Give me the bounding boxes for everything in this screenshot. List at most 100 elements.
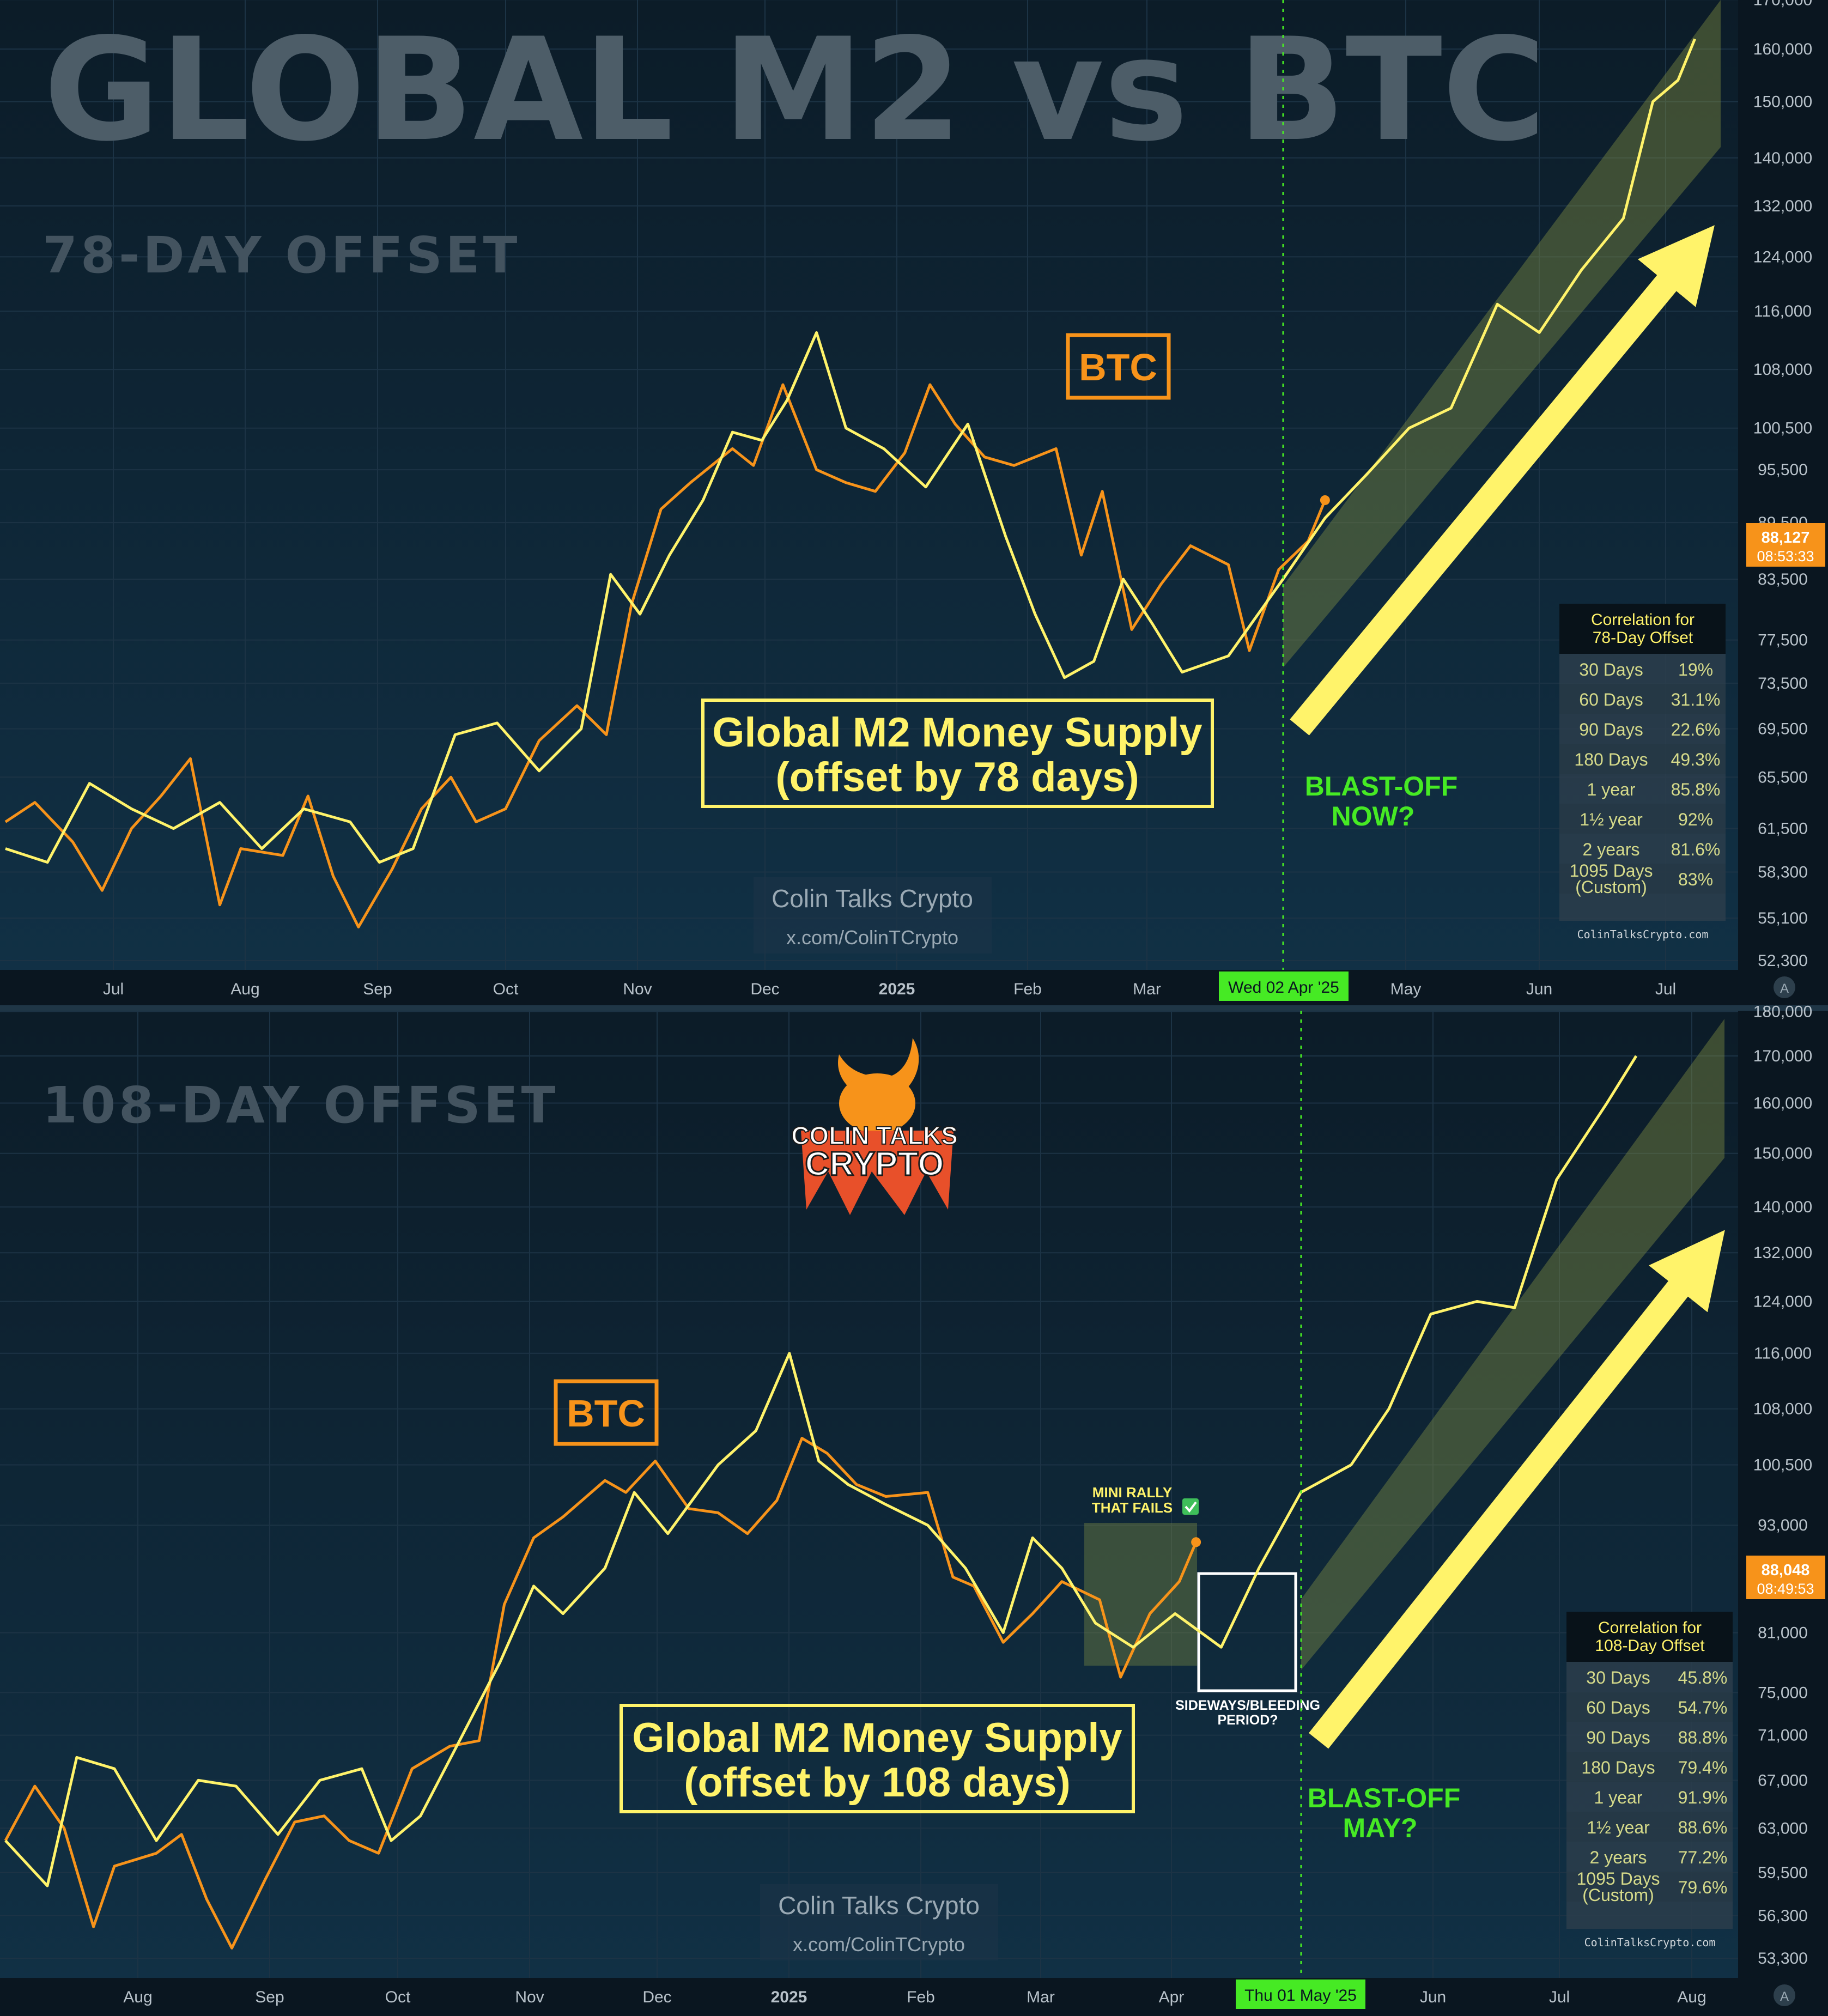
grid-108: [0, 1011, 1738, 1978]
correlation-table-108: Correlation for 108-Day Offset 30 Days 45…: [1566, 1612, 1733, 1949]
y-tick-label: 170,000: [1753, 1047, 1812, 1065]
svg-text:CRYPTO: CRYPTO: [805, 1145, 944, 1183]
y-tick-label: 140,000: [1753, 149, 1812, 167]
x-tick-label: Mar: [1133, 980, 1161, 998]
y-tick-label: 56,300: [1758, 1907, 1808, 1925]
y-tick-label: 140,000: [1753, 1198, 1812, 1216]
x-tick-label: Feb: [1013, 980, 1042, 998]
svg-text:BTC: BTC: [1079, 346, 1157, 388]
mini-rally-line2: THAT FAILS: [1092, 1499, 1173, 1516]
arrow-78: [1290, 225, 1715, 736]
corr-value: 45.8%: [1678, 1668, 1728, 1687]
y-tick-label: 150,000: [1753, 93, 1812, 111]
corr-period: 1½ year: [1587, 1818, 1650, 1837]
corr-value: 88.8%: [1678, 1728, 1728, 1747]
y-tick-label: 116,000: [1754, 302, 1812, 320]
y-tick-label: 108,000: [1753, 361, 1812, 379]
corr-value: 81.6%: [1671, 840, 1721, 859]
x-tick-label: Jun: [1420, 1988, 1446, 2006]
y-tick-label: 170,000: [1753, 0, 1812, 9]
corr-period: 60 Days: [1579, 690, 1643, 709]
corr-period: 60 Days: [1586, 1698, 1650, 1717]
svg-text:08:49:53: 08:49:53: [1757, 1581, 1814, 1597]
svg-text:Thu 01 May '25: Thu 01 May '25: [1244, 1987, 1357, 2005]
svg-text:08:53:33: 08:53:33: [1757, 548, 1814, 564]
y-tick-label: 71,000: [1758, 1727, 1808, 1745]
corr-period: 30 Days: [1579, 660, 1643, 679]
y-tick-label: 160,000: [1753, 40, 1812, 58]
corr-value: 91.9%: [1678, 1788, 1728, 1807]
y-tick-label: 100,500: [1753, 1456, 1812, 1474]
y-axis-108: [1738, 1011, 1828, 2016]
svg-text:ColinTalksCrypto.com: ColinTalksCrypto.com: [1577, 928, 1709, 941]
corr-period: 30 Days: [1586, 1668, 1650, 1687]
corr-value: 54.7%: [1678, 1698, 1728, 1717]
svg-text:(offset by 78 days): (offset by 78 days): [775, 754, 1139, 800]
svg-text:108-Day Offset: 108-Day Offset: [1595, 1637, 1705, 1655]
corr-value: 77.2%: [1678, 1848, 1728, 1867]
price-tag-108: 88,048 08:49:53: [1746, 1556, 1825, 1599]
x-tick-label: Jun: [1526, 980, 1552, 998]
btc-last-point: [1320, 495, 1330, 505]
y-tick-label: 73,500: [1758, 675, 1808, 693]
svg-text:Wed 02 Apr '25: Wed 02 Apr '25: [1228, 979, 1339, 997]
auto-scale-icon-78[interactable]: A: [1774, 976, 1795, 998]
y-tick-label: 132,000: [1753, 1244, 1812, 1262]
x-tick-label: Mar: [1027, 1988, 1055, 2006]
y-tick-label: 95,500: [1758, 461, 1808, 479]
corr-value: 31.1%: [1671, 690, 1721, 709]
x-tick-label: 2025: [879, 980, 915, 998]
svg-text:Correlation for: Correlation for: [1598, 1619, 1702, 1637]
y-axis-78: [1738, 0, 1828, 1005]
x-tick-label: 2025: [771, 1988, 807, 2006]
corr-period: 1095 Days: [1570, 861, 1653, 881]
corr-value: 83%: [1678, 870, 1713, 889]
corr-period: 180 Days: [1574, 750, 1648, 769]
svg-text:ColinTalksCrypto.com: ColinTalksCrypto.com: [1584, 1936, 1716, 1949]
svg-text:BTC: BTC: [567, 1392, 645, 1435]
svg-text:x.com/ColinTCrypto: x.com/ColinTCrypto: [793, 1933, 965, 1956]
blast-off-108-line2: MAY?: [1343, 1813, 1417, 1843]
corr-value: 92%: [1678, 810, 1713, 829]
x-tick-label: Nov: [623, 980, 652, 998]
corr-value: 79.6%: [1678, 1878, 1728, 1897]
m2-label-78: Global M2 Money Supply (offset by 78 day…: [701, 699, 1214, 808]
y-tick-label: 180,000: [1753, 1003, 1812, 1021]
svg-text:A: A: [1780, 1989, 1789, 2004]
offset-label-78: 78-DAY OFFSET: [42, 226, 520, 284]
y-tick-label: 69,500: [1758, 720, 1808, 738]
auto-scale-icon-108[interactable]: A: [1774, 1984, 1795, 2006]
svg-text:x.com/ColinTCrypto: x.com/ColinTCrypto: [786, 926, 958, 949]
corr-period: 1 year: [1594, 1788, 1643, 1807]
x-tick-label: Jul: [1655, 980, 1676, 998]
svg-text:Colin Talks Crypto: Colin Talks Crypto: [778, 1891, 980, 1920]
y-tick-label: 52,300: [1758, 952, 1808, 970]
y-tick-label: 124,000: [1753, 248, 1812, 266]
x-tick-label: Oct: [385, 1988, 411, 2006]
x-tick-label: Sep: [363, 980, 392, 998]
svg-text:Correlation for: Correlation for: [1591, 611, 1695, 629]
corr-value: 79.4%: [1678, 1758, 1728, 1777]
btc-label-78: BTC: [1066, 333, 1171, 400]
panel-108-day: 108-DAY OFFSET COLIN TALKS CRYPTO MINI R…: [0, 1003, 1828, 2016]
sideways-line2: PERIOD?: [1217, 1713, 1278, 1728]
grid-78: [0, 0, 1738, 970]
date-marker-108: Thu 01 May '25: [1236, 1979, 1365, 2009]
x-tick-label: Nov: [515, 1988, 544, 2006]
uptrend-channel-108: [1301, 1019, 1724, 1670]
date-marker-78: Wed 02 Apr '25: [1219, 971, 1349, 1001]
uptrend-channel-78: [1283, 0, 1721, 667]
corr-period: 180 Days: [1581, 1758, 1655, 1777]
m2-label-108: Global M2 Money Supply (offset by 108 da…: [620, 1704, 1135, 1813]
colin-talks-crypto-logo: COLIN TALKS CRYPTO: [791, 1038, 958, 1215]
panel-divider: [0, 1005, 1828, 1011]
y-tick-label: 81,000: [1758, 1624, 1808, 1642]
svg-text:Global M2 Money Supply: Global M2 Money Supply: [712, 709, 1202, 756]
y-tick-label: 160,000: [1753, 1095, 1812, 1113]
mini-rally-zone: [1084, 1523, 1197, 1666]
corr-period: 1095 Days: [1577, 1869, 1660, 1889]
svg-text:COLIN TALKS: COLIN TALKS: [791, 1121, 958, 1150]
svg-text:78-Day Offset: 78-Day Offset: [1593, 629, 1693, 647]
mini-rally-line1: MINI RALLY: [1092, 1484, 1172, 1501]
